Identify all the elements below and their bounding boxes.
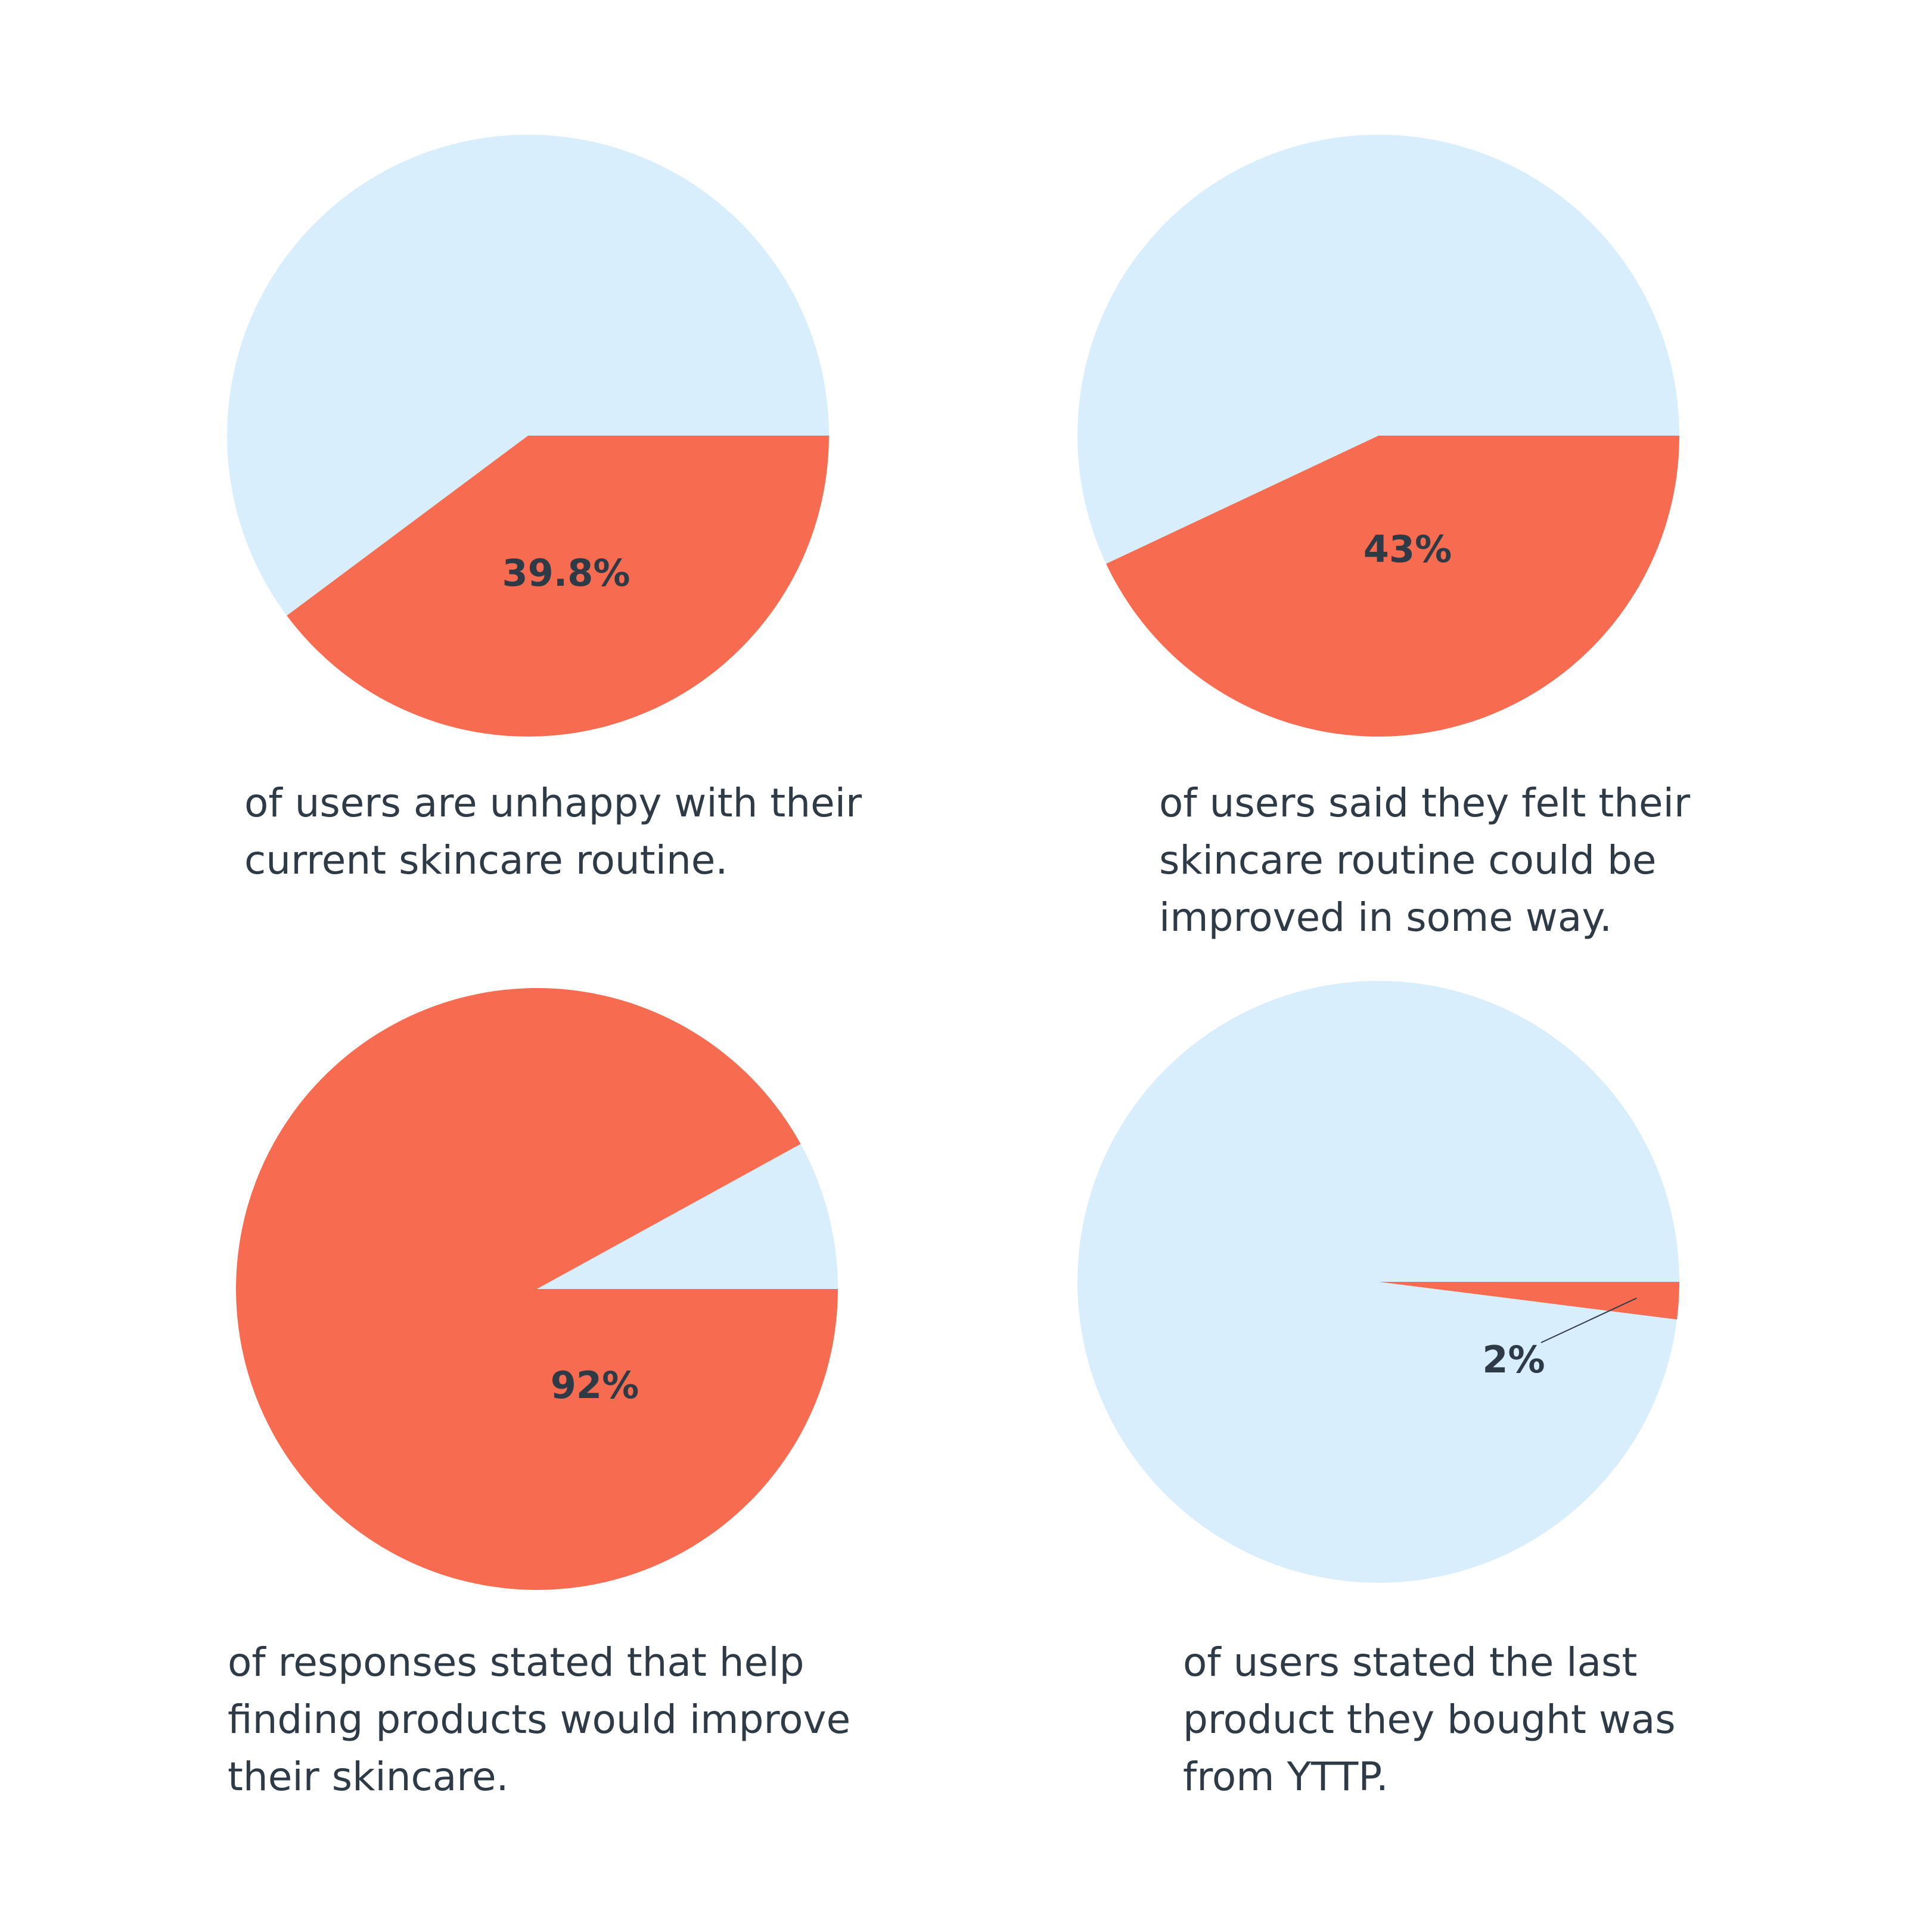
leader-line [1540, 1297, 1637, 1343]
caption-line: product they bought was [1183, 1697, 1676, 1742]
caption-line: skincare routine could be [1159, 837, 1657, 883]
pie-slice-remainder [227, 134, 829, 616]
pie-slice-remainder [1077, 135, 1679, 564]
caption-line: their skincare. [228, 1754, 509, 1800]
slice-percent-label: 2% [1482, 1338, 1545, 1381]
caption-line: improved in some way. [1159, 894, 1612, 940]
pie-chart-last-product: 2% [1077, 980, 1679, 1583]
slice-percent-label: 43% [1363, 527, 1452, 571]
pie-slice-highlight [287, 436, 829, 737]
caption-could-improve: of users said they felt their skincare r… [1159, 775, 1690, 946]
caption-line: of users are unhappy with their [244, 780, 862, 826]
caption-last-product: of users stated the last product they bo… [1183, 1634, 1676, 1806]
slice-percent-label: 39.8% [502, 551, 630, 595]
caption-line: of users stated the last [1183, 1639, 1638, 1685]
caption-help-finding: of responses stated that help finding pr… [228, 1634, 850, 1806]
caption-unhappy: of users are unhappy with their current … [244, 775, 862, 889]
pie-slice-highlight [1106, 436, 1680, 737]
pie-slice-highlight [1378, 1282, 1679, 1320]
caption-line: of users said they felt their [1159, 780, 1691, 826]
caption-line: of responses stated that help [228, 1639, 805, 1685]
slice-percent-label: 92% [551, 1363, 639, 1407]
caption-line: finding products would improve [228, 1697, 851, 1742]
caption-line: from YTTP. [1183, 1754, 1389, 1800]
pie-slice-highlight [236, 987, 838, 1590]
pie-chart-could-improve: 43% [1077, 135, 1680, 737]
pie-chart-unhappy: 39.8% [227, 134, 829, 737]
pie-slice-remainder [1077, 980, 1679, 1583]
pie-chart-help-finding: 92% [236, 987, 838, 1590]
pie-slice-remainder [537, 1144, 838, 1289]
caption-line: current skincare routine. [244, 837, 728, 883]
